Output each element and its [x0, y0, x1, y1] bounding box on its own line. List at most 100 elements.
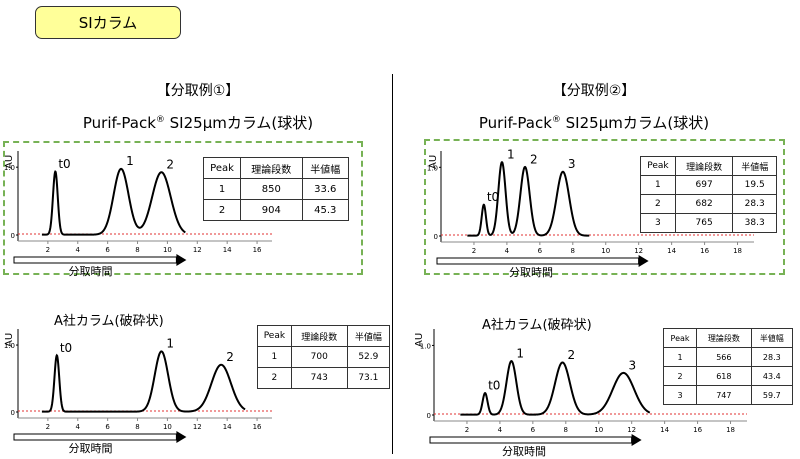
table-row: 2 904 45.3 [202, 199, 350, 221]
table-cell: 3 [662, 385, 698, 405]
table-cell: 1 [257, 346, 292, 368]
table-cell: 52.9 [346, 346, 391, 368]
chromatogram-trace [467, 161, 590, 237]
table-cell: 28.3 [750, 347, 794, 367]
table-cell: 45.3 [301, 199, 350, 221]
x-tick-label: 12 [193, 246, 202, 254]
x-tick-label: 10 [163, 246, 172, 254]
peak-label: 2 [226, 350, 234, 364]
table-cell: 38.3 [732, 213, 777, 233]
time-arrow-head [631, 434, 642, 446]
x-axis-label: 分取時間 [502, 445, 546, 458]
right-highlight-box [424, 139, 785, 275]
table-header-cell: 理論段数 [240, 157, 303, 179]
table-cell: 19.5 [732, 175, 777, 195]
x-axis-label: 分取時間 [69, 442, 113, 455]
x-tick-label: 18 [726, 426, 735, 434]
table-header-cell: 理論段数 [290, 325, 348, 347]
peak-label: t0 [60, 341, 72, 355]
x-tick-label: 10 [163, 423, 172, 431]
x-tick-label: 2 [46, 246, 50, 254]
table-header-cell: Peak [640, 156, 676, 176]
peak-label: 1 [126, 154, 134, 168]
left-competitor-title: A社カラム(破砕状) [54, 314, 164, 329]
time-arrow-head [638, 255, 649, 267]
x-axis-label: 分取時間 [509, 266, 553, 279]
x-tick-label: 4 [498, 426, 503, 434]
table-row: 2 682 28.3 [640, 194, 777, 214]
chromatogram-trace [460, 360, 651, 416]
table-cell: 1 [202, 178, 242, 200]
time-arrow-body [436, 257, 640, 265]
time-arrow-head [176, 254, 187, 266]
peak-label: t0 [58, 157, 70, 171]
x-tick-label: 6 [531, 426, 536, 434]
peak-label: 2 [567, 348, 575, 362]
table-cell: 682 [674, 194, 734, 214]
table-header-cell: Peak [257, 325, 292, 347]
peak-label: 1 [166, 337, 174, 351]
table-header-row: Peak 理論段数 半値幅 [640, 156, 777, 176]
table-cell: 904 [240, 199, 303, 221]
y-axis-label: AU [4, 155, 15, 169]
time-arrow-body [13, 433, 177, 441]
right-column-title: Purif-Pack® SI25μmカラム(球状) [478, 114, 710, 132]
peak-label: 1 [507, 147, 515, 161]
peak-label: 1 [516, 346, 524, 360]
peak-label: 2 [530, 152, 538, 166]
y-tick-label: 1.0 [427, 164, 438, 172]
center-divider [392, 74, 393, 454]
y-axis-label: AU [4, 333, 15, 347]
table-cell: 28.3 [732, 194, 777, 214]
peak-label: t0 [488, 378, 500, 392]
table-cell: 2 [257, 367, 292, 389]
table-cell: 59.7 [750, 385, 794, 405]
peak-label: 2 [166, 158, 174, 172]
table-cell: 73.1 [346, 367, 391, 389]
table-cell: 1 [640, 175, 676, 195]
x-tick-label: 8 [135, 246, 139, 254]
peak-table-ex2-purif: Peak 理論段数 半値幅 1 697 19.5 2 682 28.3 3 765 38.3 [640, 156, 777, 233]
table-row: 2 743 73.1 [257, 367, 391, 389]
peak-label: 3 [568, 157, 576, 171]
table-cell: 747 [696, 385, 752, 405]
x-tick-label: 4 [76, 246, 81, 254]
x-tick-label: 4 [76, 423, 81, 431]
left-heading: 【分取例①】 [156, 83, 240, 99]
x-tick-label: 8 [135, 423, 139, 431]
peak-table-ex1-competitor: Peak 理論段数 半値幅 1 700 52.9 2 743 73.1 [257, 325, 391, 389]
time-arrow-body [429, 436, 633, 444]
table-header-row: Peak 理論段数 半値幅 [662, 328, 794, 348]
y-tick-label: 0 [434, 233, 438, 241]
table-cell: 3 [640, 213, 676, 233]
table-row: 3 765 38.3 [640, 213, 777, 233]
chromatogram-trace [41, 350, 246, 413]
table-row: 1 566 28.3 [662, 347, 794, 367]
table-cell: 33.6 [301, 178, 350, 200]
table-cell: 2 [662, 366, 698, 386]
x-tick-label: 14 [223, 246, 232, 254]
table-header-cell: 半値幅 [301, 157, 350, 179]
x-tick-label: 10 [594, 426, 603, 434]
peak-table-ex1-purif: Peak 理論段数 半値幅 1 850 33.6 2 904 45.3 [202, 157, 350, 221]
x-tick-label: 16 [253, 246, 262, 254]
x-tick-label: 16 [253, 423, 262, 431]
y-tick-label: 0 [427, 412, 431, 420]
x-tick-label: 10 [601, 247, 610, 255]
y-tick-label: 0 [11, 409, 15, 417]
x-tick-label: 6 [105, 423, 110, 431]
table-cell: 566 [696, 347, 752, 367]
time-arrow-head [176, 431, 187, 443]
y-axis-label: AU [414, 333, 425, 347]
x-tick-label: 12 [634, 247, 643, 255]
x-tick-label: 6 [538, 247, 543, 255]
chromatogram-trace [41, 167, 186, 236]
table-header-cell: 理論段数 [696, 328, 752, 348]
table-cell: 43.4 [750, 366, 794, 386]
table-header-cell: Peak [662, 328, 698, 348]
x-tick-label: 8 [571, 247, 575, 255]
table-cell: 700 [290, 346, 348, 368]
table-cell: 697 [674, 175, 734, 195]
